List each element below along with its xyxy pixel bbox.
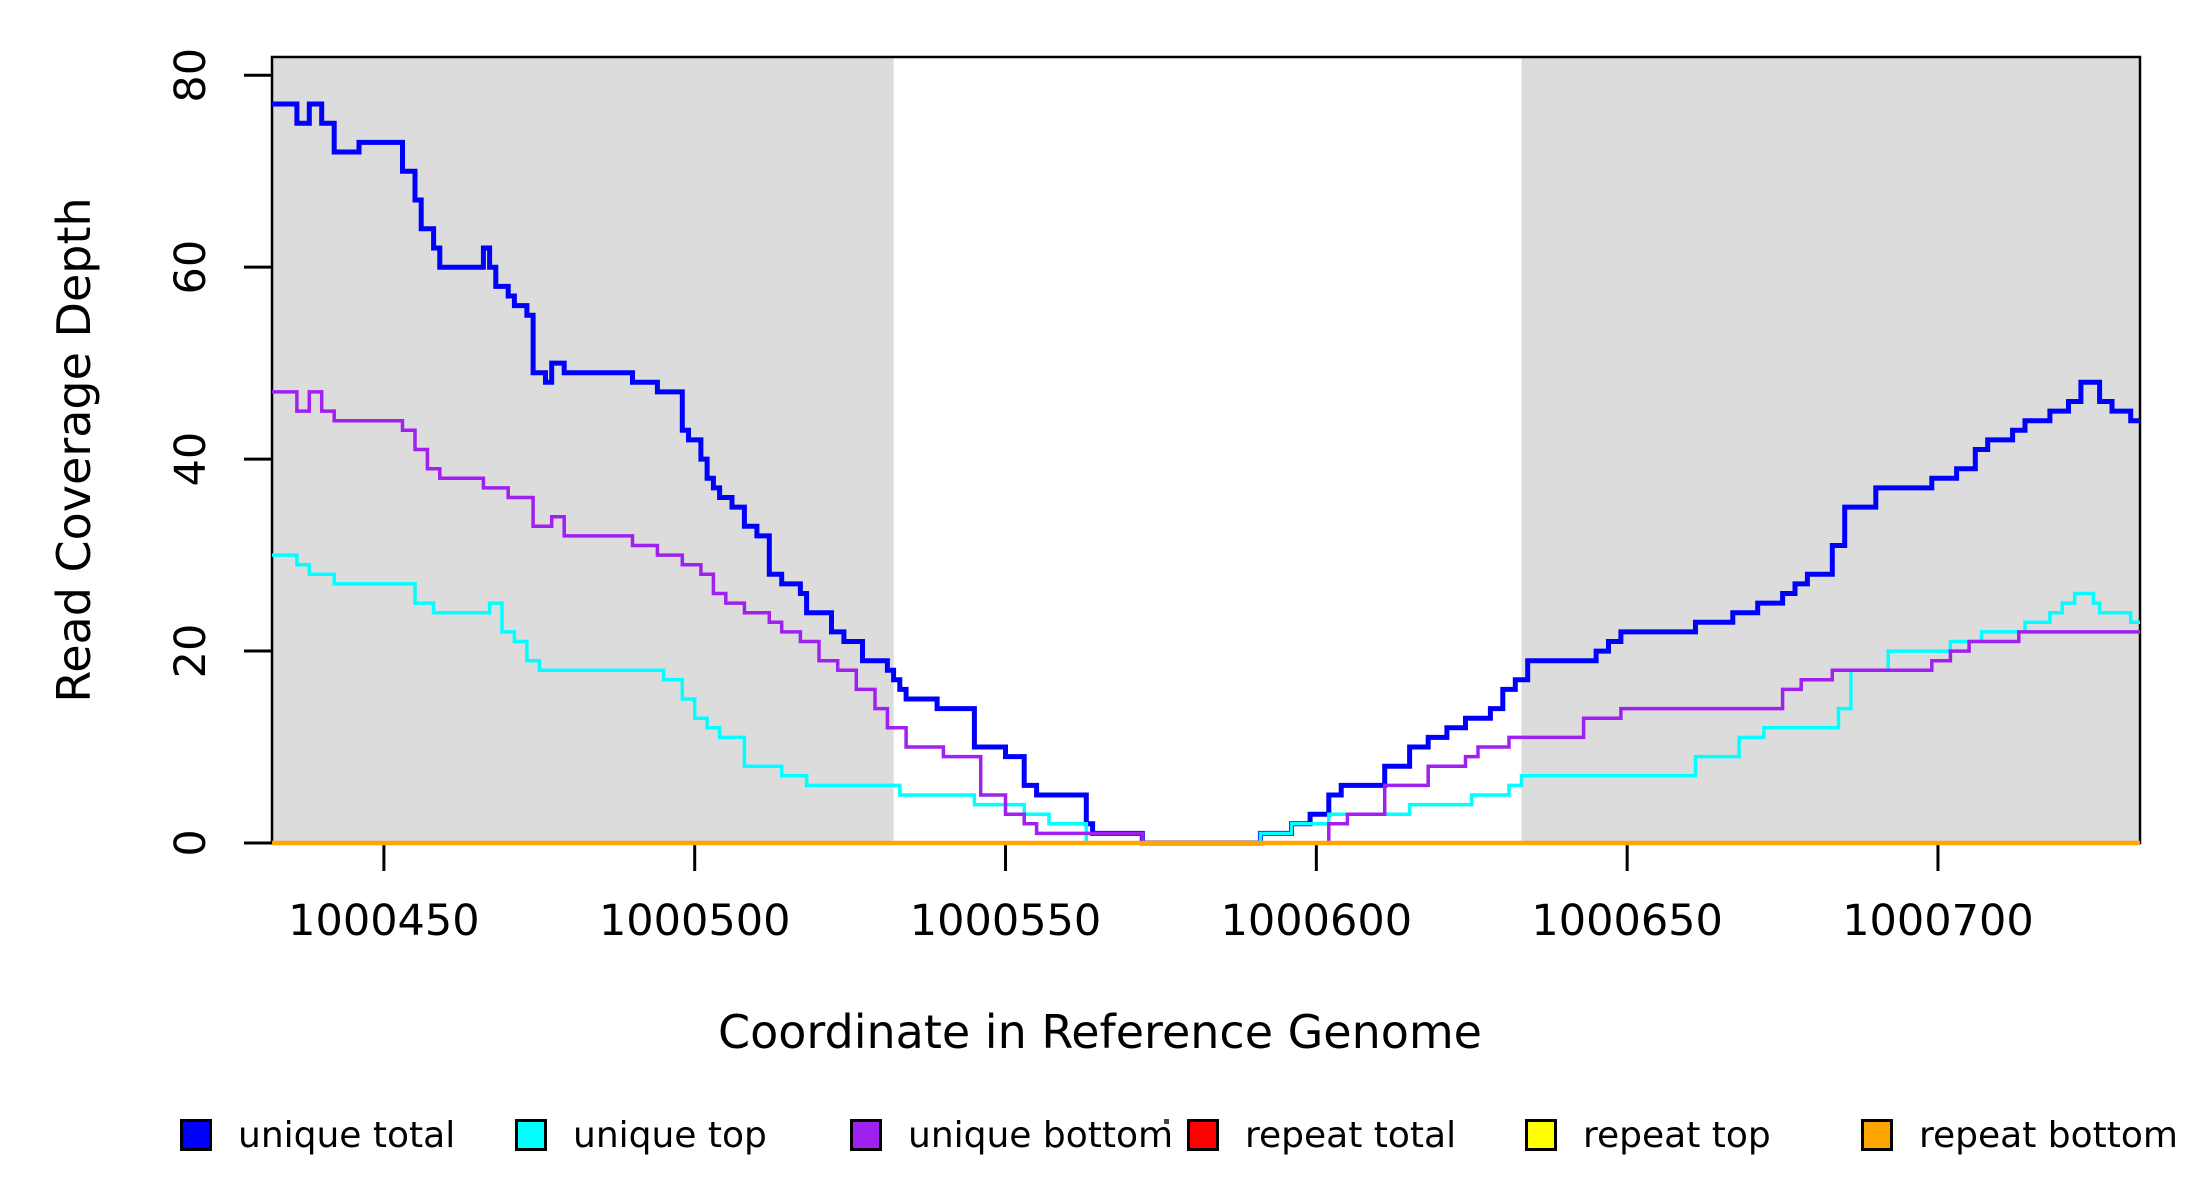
x-tick-label: 1000700 (1842, 896, 2034, 946)
y-tick-label: 40 (166, 432, 216, 487)
y-tick-label: 60 (166, 240, 216, 295)
stray-point-artifact (1164, 1119, 1169, 1124)
x-tick-label: 1000500 (599, 896, 791, 946)
series-line-unique-total (272, 101, 2140, 846)
y-axis-title: Read Coverage Depth (47, 197, 101, 703)
shaded-region-1 (1521, 57, 2140, 843)
y-tick-label: 20 (166, 624, 216, 679)
x-tick-label: 1000450 (288, 896, 480, 946)
x-tick-label: 1000600 (1221, 896, 1413, 946)
x-tick-label: 1000650 (1531, 896, 1723, 946)
y-tick-label: 80 (166, 48, 216, 103)
series-line-unique-bottom (272, 390, 2140, 845)
y-tick-label: 0 (166, 829, 216, 856)
x-axis-title: Coordinate in Reference Genome (718, 1005, 1482, 1059)
x-tick-label: 1000550 (910, 896, 1102, 946)
shaded-region-0 (272, 57, 894, 843)
